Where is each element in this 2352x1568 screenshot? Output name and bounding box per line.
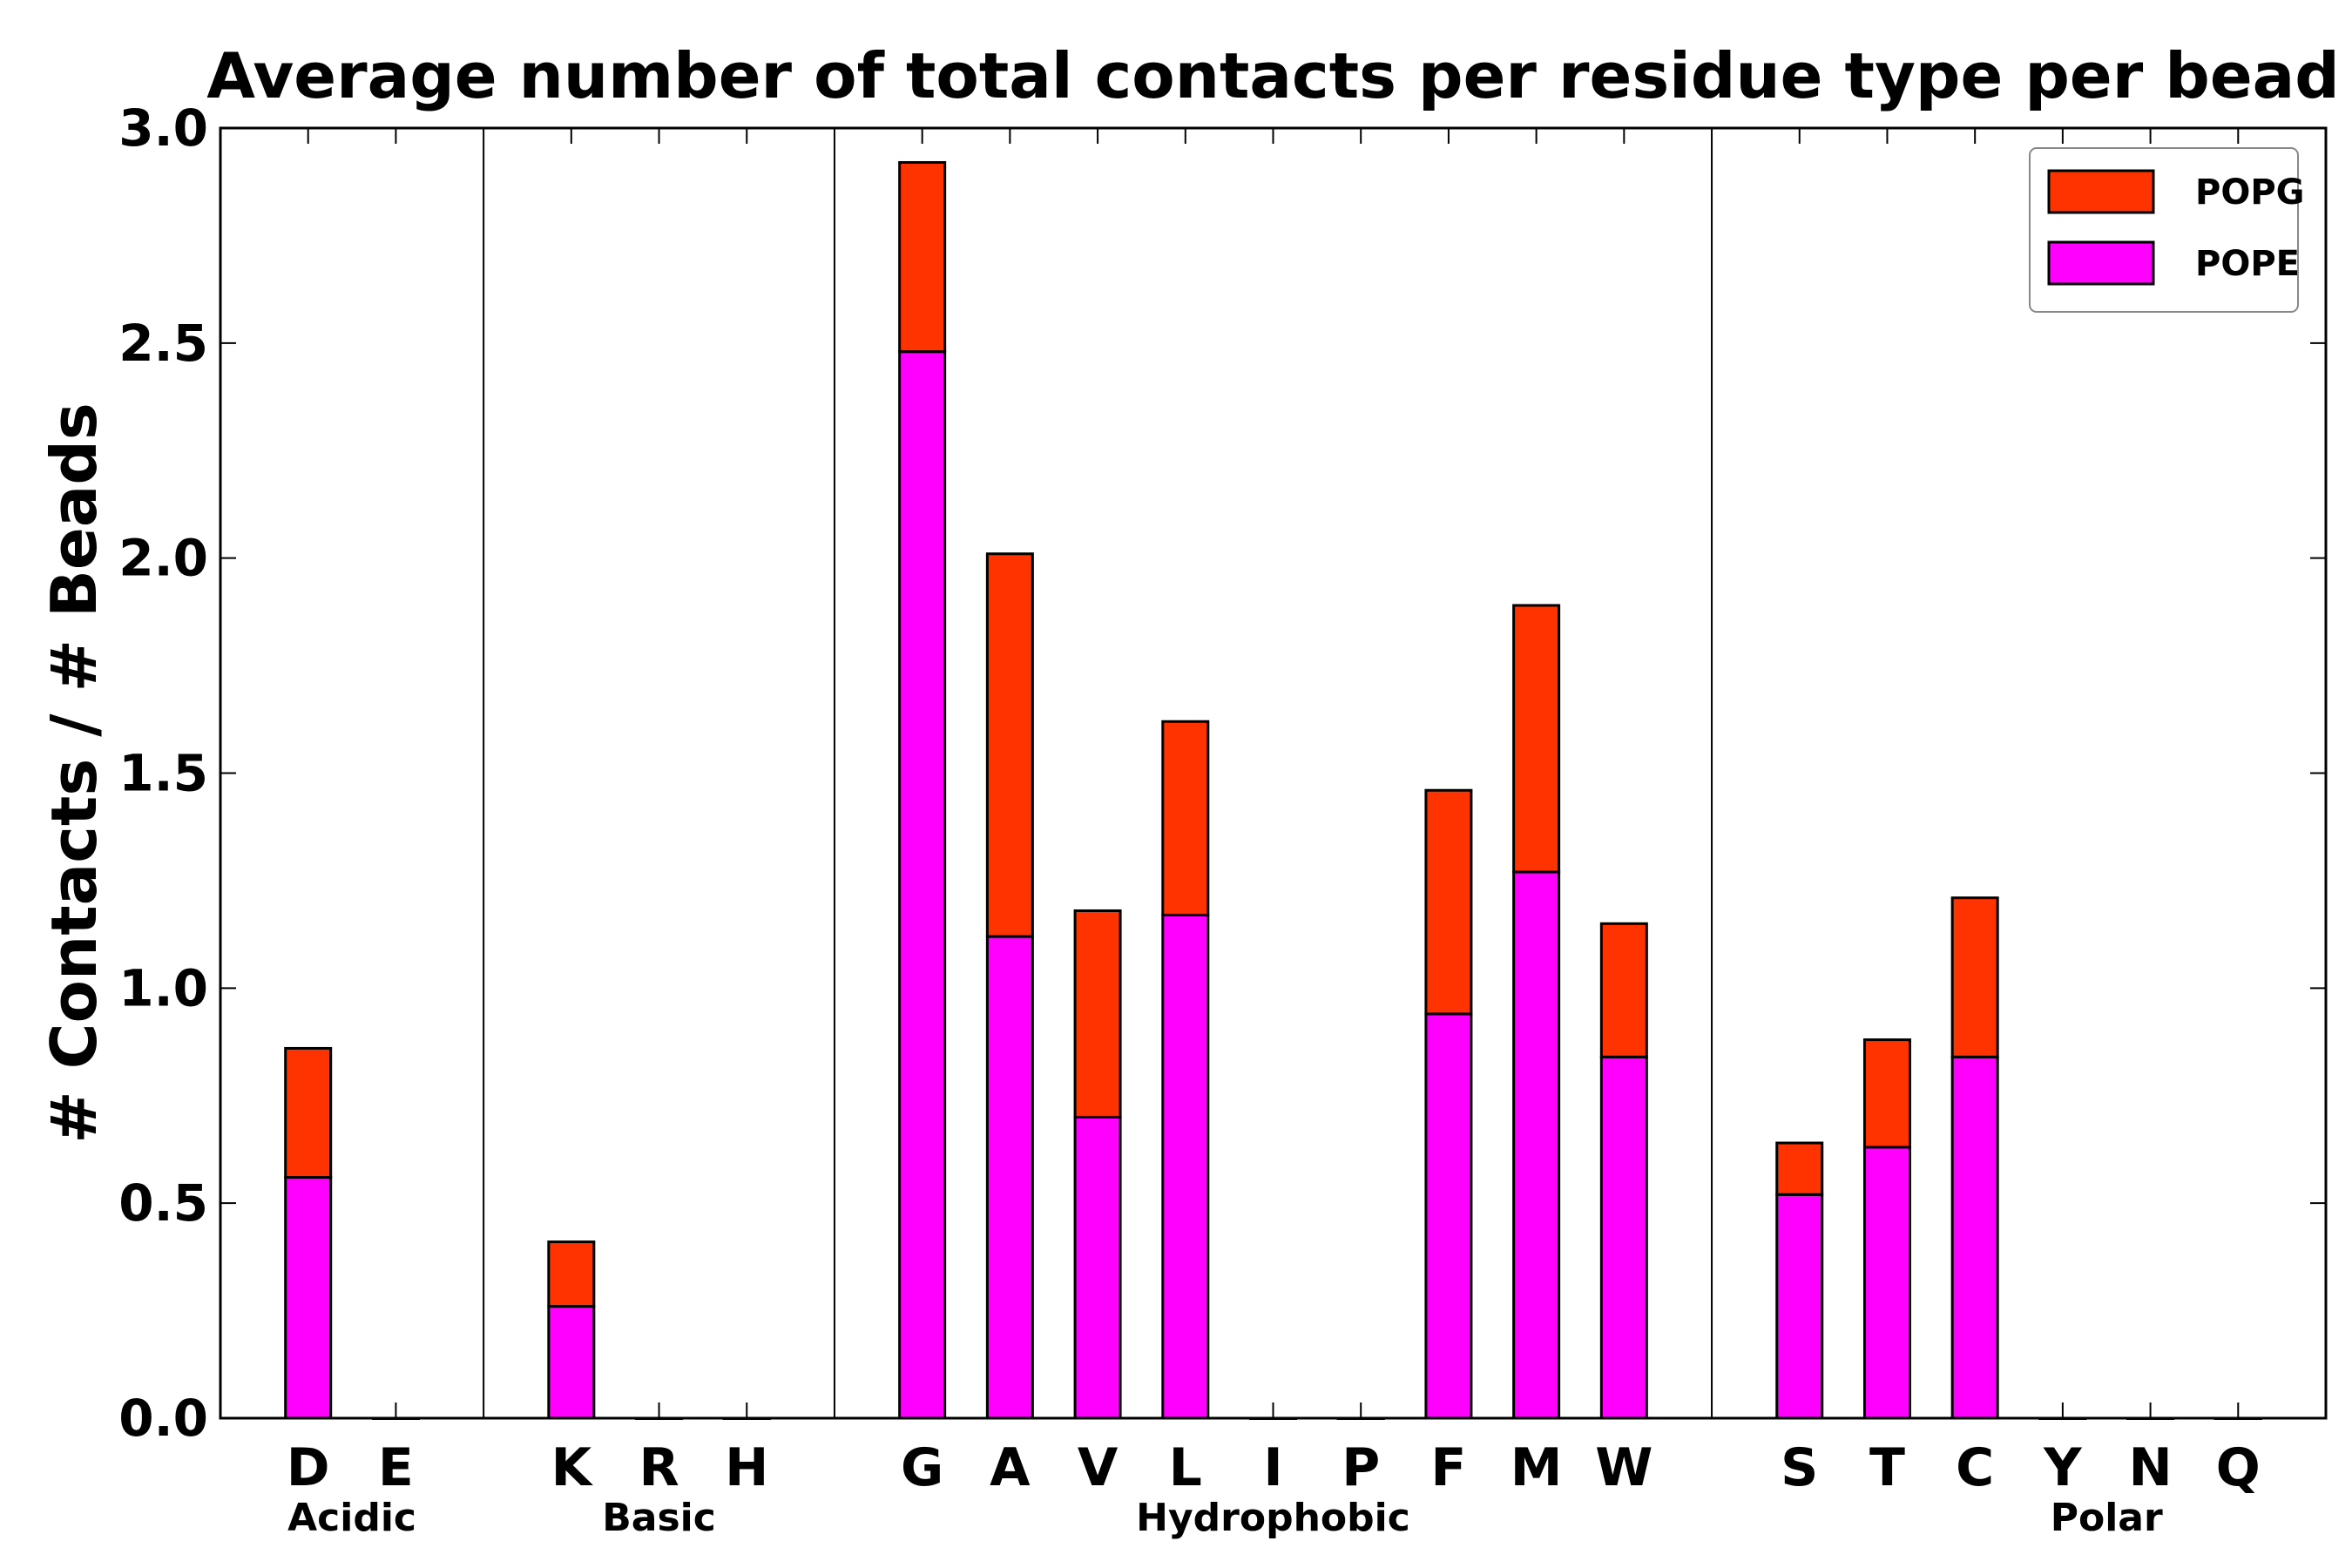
bar-popg-F <box>1424 788 1473 1016</box>
bar-pope-A <box>985 935 1034 1420</box>
bar-pope-D <box>284 1176 333 1420</box>
y-tick-label: 0.5 <box>118 1173 208 1233</box>
legend-swatch-pope <box>2047 240 2155 286</box>
bar-popg-G <box>898 160 947 354</box>
bar-popg-L <box>1161 720 1210 916</box>
x-tick-label-I: I <box>1263 1437 1282 1498</box>
plot-frame <box>219 126 2328 1420</box>
bar-pope-L <box>1161 913 1210 1420</box>
group-label-acidic: Acidic <box>287 1496 416 1540</box>
x-tick-label-R: R <box>639 1437 679 1498</box>
bar-popg-C <box>1950 896 1999 1058</box>
x-tick-label-F: F <box>1430 1437 1466 1498</box>
x-tick-label-K: K <box>551 1437 594 1498</box>
bar-pope-M <box>1512 870 1561 1420</box>
y-tick-label: 3.0 <box>118 98 208 158</box>
bar-pope-F <box>1424 1012 1473 1420</box>
x-tick-label-W: W <box>1595 1437 1652 1498</box>
bar-pope-K <box>547 1305 596 1420</box>
y-axis-label: # Contacts / # Beads <box>37 402 111 1143</box>
bar-popg-A <box>985 552 1034 938</box>
bar-pope-G <box>898 350 947 1420</box>
bar-pope-W <box>1599 1055 1648 1420</box>
bar-popg-S <box>1775 1141 1824 1196</box>
x-tick-label-D: D <box>287 1437 330 1498</box>
bar-popg-K <box>547 1240 596 1308</box>
bar-popg-T <box>1862 1038 1911 1149</box>
x-tick-label-Y: Y <box>2043 1437 2083 1498</box>
x-tick-label-Q: Q <box>2216 1437 2261 1498</box>
legend-swatch-popg <box>2047 169 2155 214</box>
group-label-basic: Basic <box>602 1496 716 1540</box>
x-tick-label-N: N <box>2128 1437 2172 1498</box>
x-tick-label-E: E <box>378 1437 414 1498</box>
x-tick-label-L: L <box>1169 1437 1202 1498</box>
chart-title: Average number of total contacts per res… <box>206 39 2340 112</box>
legend-label-popg: POPG <box>2195 172 2304 213</box>
x-tick-label-V: V <box>1078 1437 1119 1498</box>
bar-pope-C <box>1950 1055 1999 1420</box>
bar-popg-W <box>1599 922 1648 1058</box>
group-label-hydrophobic: Hydrophobic <box>1136 1496 1410 1540</box>
y-tick-label: 1.0 <box>118 958 208 1017</box>
bar-popg-V <box>1073 909 1122 1119</box>
x-tick-label-P: P <box>1342 1437 1380 1498</box>
x-tick-label-G: G <box>901 1437 943 1498</box>
x-tick-label-S: S <box>1781 1437 1818 1498</box>
bar-popg-M <box>1512 604 1561 874</box>
bar-pope-T <box>1862 1146 1911 1420</box>
legend: POPG POPE <box>2029 147 2304 313</box>
y-tick-label: 1.5 <box>118 744 208 803</box>
y-tick-label: 2.0 <box>118 529 208 588</box>
x-tick-label-A: A <box>990 1437 1031 1498</box>
plot-marks: 0.0 0.5 1.0 1.5 2.0 2.5 3.0 D E K R H G A V L I P F M W S T C Y N… <box>118 98 2326 1540</box>
x-tick-label-C: C <box>1956 1437 1994 1498</box>
bar-popg-D <box>284 1046 333 1179</box>
y-tick-label: 2.5 <box>118 314 208 373</box>
legend-label-pope: POPE <box>2195 244 2300 284</box>
x-tick-label-T: T <box>1869 1437 1905 1498</box>
y-tick-label: 0.0 <box>118 1389 208 1448</box>
group-label-polar: Polar <box>2051 1496 2163 1540</box>
bar-pope-V <box>1073 1115 1122 1420</box>
x-tick-label-H: H <box>725 1437 768 1498</box>
x-tick-label-M: M <box>1511 1437 1563 1498</box>
bar-pope-S <box>1775 1193 1824 1420</box>
